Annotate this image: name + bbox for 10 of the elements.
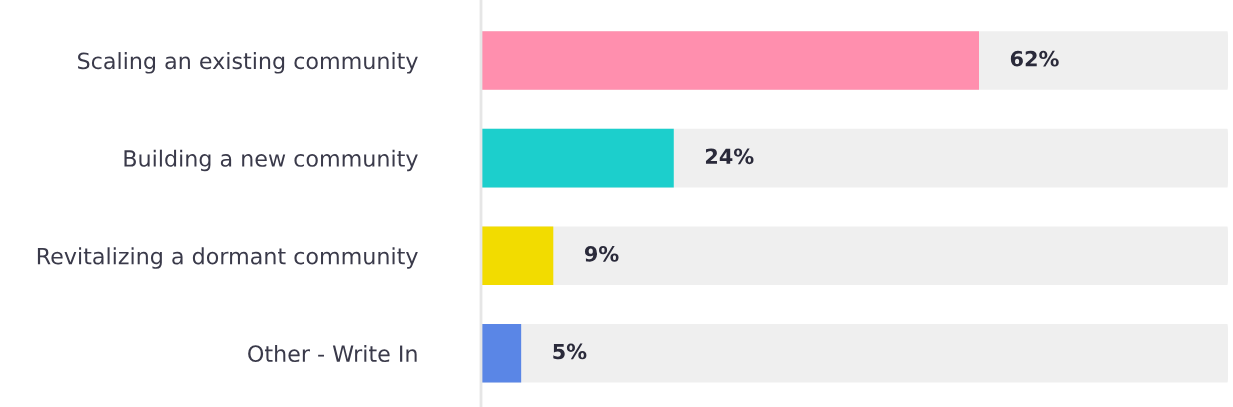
y-tick-label: Building a new community <box>124 149 418 172</box>
data-label: 62% <box>1010 50 1059 67</box>
data-label: 24% <box>705 148 754 165</box>
bar <box>481 324 522 383</box>
y-tick-label: Revitalizing a dormant community <box>37 247 418 269</box>
data-label: 9% <box>584 246 619 262</box>
y-tick-label: Other - Write In <box>248 344 417 363</box>
bar <box>481 226 554 285</box>
data-label: 5% <box>553 343 587 360</box>
y-tick-label: Scaling an existing community <box>78 52 418 74</box>
